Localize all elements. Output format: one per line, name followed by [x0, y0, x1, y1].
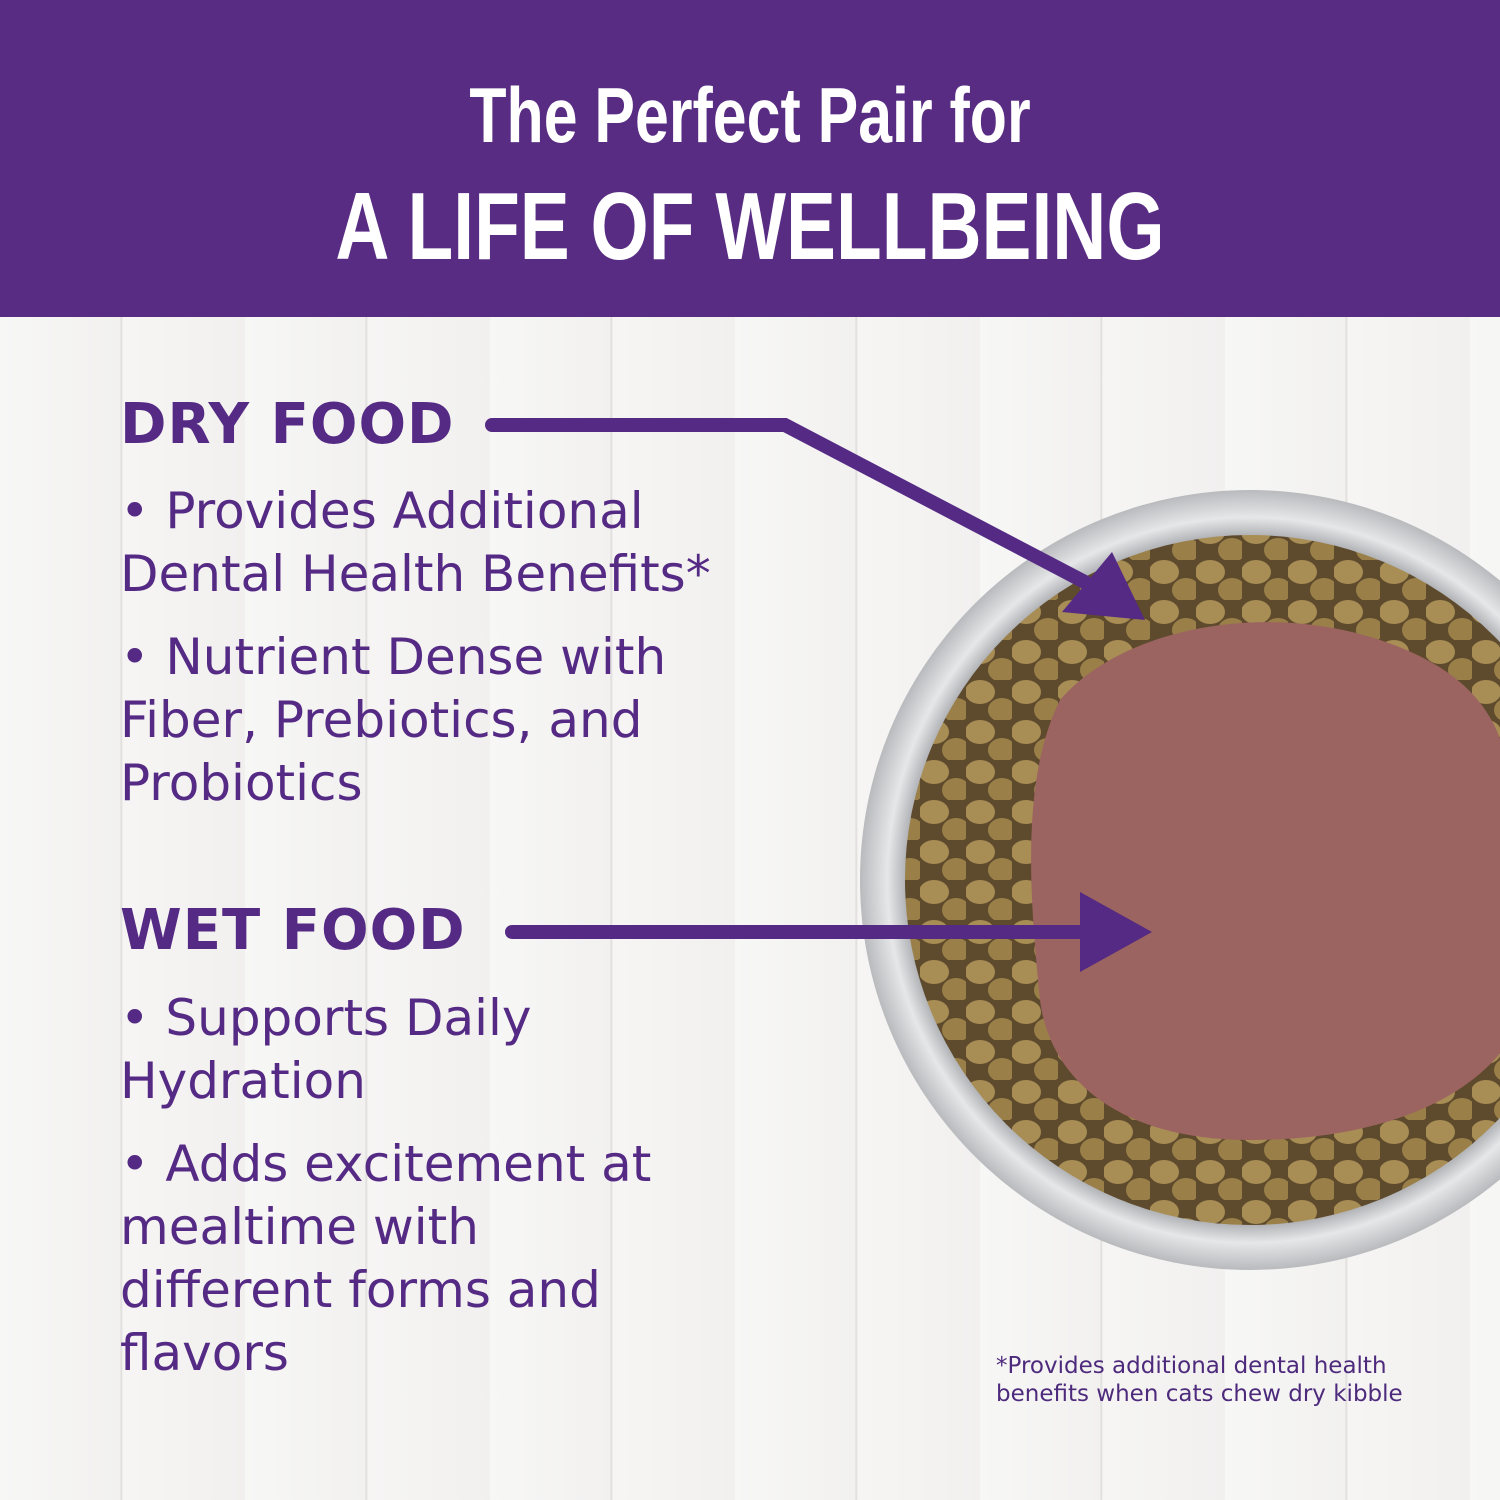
dry-bullet-2: • Nutrient Dense with Fiber, Prebiotics,… — [120, 628, 667, 812]
wet-bullet-1: • Supports Daily Hydration — [120, 989, 532, 1110]
wet-bullet-2: • Adds excitement at mealtime with diffe… — [120, 1135, 652, 1382]
wet-food-title: WET FOOD — [120, 898, 466, 963]
wet-food — [1031, 622, 1500, 1140]
dry-bullet-1: • Provides Additional Dental Health Bene… — [120, 482, 711, 603]
headline-line1: The Perfect Pair for — [469, 71, 1031, 159]
footnote: *Provides additional dental health benef… — [996, 1353, 1403, 1407]
header-banner: The Perfect Pair for A LIFE OF WELLBEING — [0, 0, 1500, 317]
wet-food-arrow — [505, 892, 1152, 972]
dry-food-title: DRY FOOD — [120, 392, 455, 457]
headline-line2: A LIFE OF WELLBEING — [335, 173, 1165, 280]
dry-food-arrow — [485, 418, 1145, 620]
